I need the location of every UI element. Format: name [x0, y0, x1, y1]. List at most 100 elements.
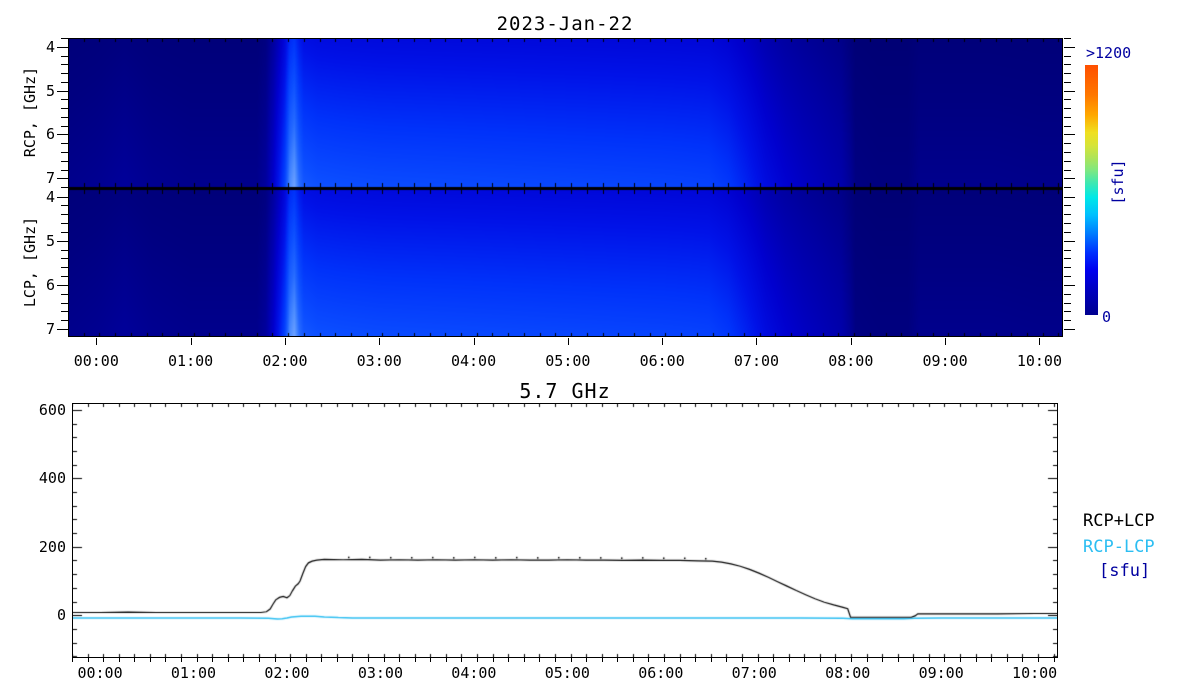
tick-mark — [524, 658, 525, 662]
hour-tick-label: 06:00 — [638, 664, 684, 682]
freq-tick-label: 7 — [45, 320, 55, 339]
tick-mark — [290, 658, 291, 662]
hour-tick-label: 07:00 — [733, 352, 780, 370]
hour-tick-label: 00:00 — [73, 352, 119, 370]
tick-mark — [1054, 658, 1055, 662]
tick-mark — [1064, 143, 1071, 144]
tick-mark — [944, 658, 945, 662]
tick-mark — [1064, 99, 1071, 100]
tick-mark — [384, 658, 385, 662]
tick-mark — [1064, 134, 1075, 135]
tick-mark — [57, 197, 68, 198]
colorbar — [1085, 65, 1098, 315]
tick-mark — [72, 658, 73, 662]
hour-tick-label: 03:00 — [356, 352, 402, 370]
tick-mark — [477, 658, 478, 662]
tick-mark — [61, 214, 68, 215]
tick-mark — [1064, 178, 1075, 179]
tick-mark — [57, 329, 68, 330]
tick-mark — [61, 143, 68, 144]
spectrogram-title: 2023-Jan-22 — [496, 13, 634, 35]
tick-mark — [61, 82, 68, 83]
lineplot-title: 5.7 GHz — [519, 379, 611, 403]
tick-mark — [61, 205, 68, 206]
tick-mark — [379, 338, 380, 345]
tick-mark — [648, 658, 649, 662]
tick-mark — [61, 170, 68, 171]
lineplot-canvas — [72, 403, 1058, 658]
tick-mark — [913, 658, 914, 662]
tick-mark — [1064, 223, 1071, 224]
tick-mark — [602, 658, 603, 662]
tick-mark — [1064, 108, 1071, 109]
tick-mark — [960, 658, 961, 662]
hour-tick-label: 09:00 — [922, 352, 968, 370]
legend-unit: [sfu] — [1099, 561, 1151, 581]
tick-mark — [1064, 241, 1075, 242]
tick-mark — [1038, 658, 1039, 662]
hour-tick-label: 02:00 — [264, 664, 310, 682]
tick-mark — [867, 658, 868, 662]
tick-mark — [61, 38, 68, 39]
tick-mark — [756, 338, 757, 345]
tick-mark — [352, 658, 353, 662]
tick-mark — [664, 658, 665, 662]
tick-mark — [1007, 658, 1008, 662]
hour-tick-label: 01:00 — [168, 352, 214, 370]
tick-mark — [461, 658, 462, 662]
tick-mark — [1064, 161, 1071, 162]
tick-mark — [61, 187, 68, 188]
tick-mark — [695, 658, 696, 662]
freq-tick-label: 4 — [45, 37, 55, 56]
tick-mark — [306, 658, 307, 662]
tick-mark — [1064, 311, 1071, 312]
tick-mark — [119, 658, 120, 662]
tick-mark — [571, 658, 572, 662]
tick-mark — [991, 658, 992, 662]
freq-tick-label: 7 — [45, 169, 55, 188]
hour-tick-label: 00:00 — [77, 664, 123, 682]
spectrogram-lcp-axis-label: LCP, [GHz] — [21, 216, 39, 308]
hour-tick-label: 08:00 — [828, 352, 874, 370]
tick-mark — [134, 658, 135, 662]
tick-mark — [1064, 170, 1071, 171]
tick-mark — [88, 658, 89, 662]
tick-mark — [1064, 117, 1071, 118]
hour-tick-label: 10:00 — [1012, 664, 1058, 682]
tick-mark — [508, 658, 509, 662]
tick-mark — [1064, 329, 1075, 330]
tick-mark — [1064, 232, 1071, 233]
tick-mark — [57, 47, 68, 48]
y-tick-label: 200 — [38, 537, 66, 556]
tick-mark — [474, 338, 475, 345]
spectrogram-rcp-axis-label: RCP, [GHz] — [21, 66, 39, 158]
tick-mark — [259, 658, 260, 662]
tick-mark — [662, 338, 663, 345]
hour-tick-label: 04:00 — [451, 664, 497, 682]
tick-mark — [1064, 214, 1071, 215]
tick-mark — [1064, 197, 1075, 198]
tick-mark — [1064, 73, 1071, 74]
tick-mark — [882, 658, 883, 662]
hour-tick-label: 08:00 — [825, 664, 871, 682]
tick-mark — [1064, 82, 1071, 83]
tick-mark — [61, 303, 68, 304]
tick-mark — [61, 223, 68, 224]
y-tick-label: 0 — [56, 606, 66, 625]
tick-mark — [1064, 187, 1071, 188]
tick-mark — [165, 658, 166, 662]
tick-mark — [1064, 258, 1071, 259]
tick-mark — [191, 338, 192, 345]
tick-mark — [1064, 320, 1071, 321]
tick-mark — [368, 658, 369, 662]
y-tick-label: 400 — [38, 469, 66, 488]
tick-mark — [1064, 38, 1071, 39]
tick-mark — [711, 658, 712, 662]
tick-mark — [430, 658, 431, 662]
tick-mark — [61, 258, 68, 259]
tick-mark — [1064, 91, 1075, 92]
tick-mark — [228, 658, 229, 662]
hour-tick-label: 02:00 — [262, 352, 308, 370]
tick-mark — [61, 126, 68, 127]
